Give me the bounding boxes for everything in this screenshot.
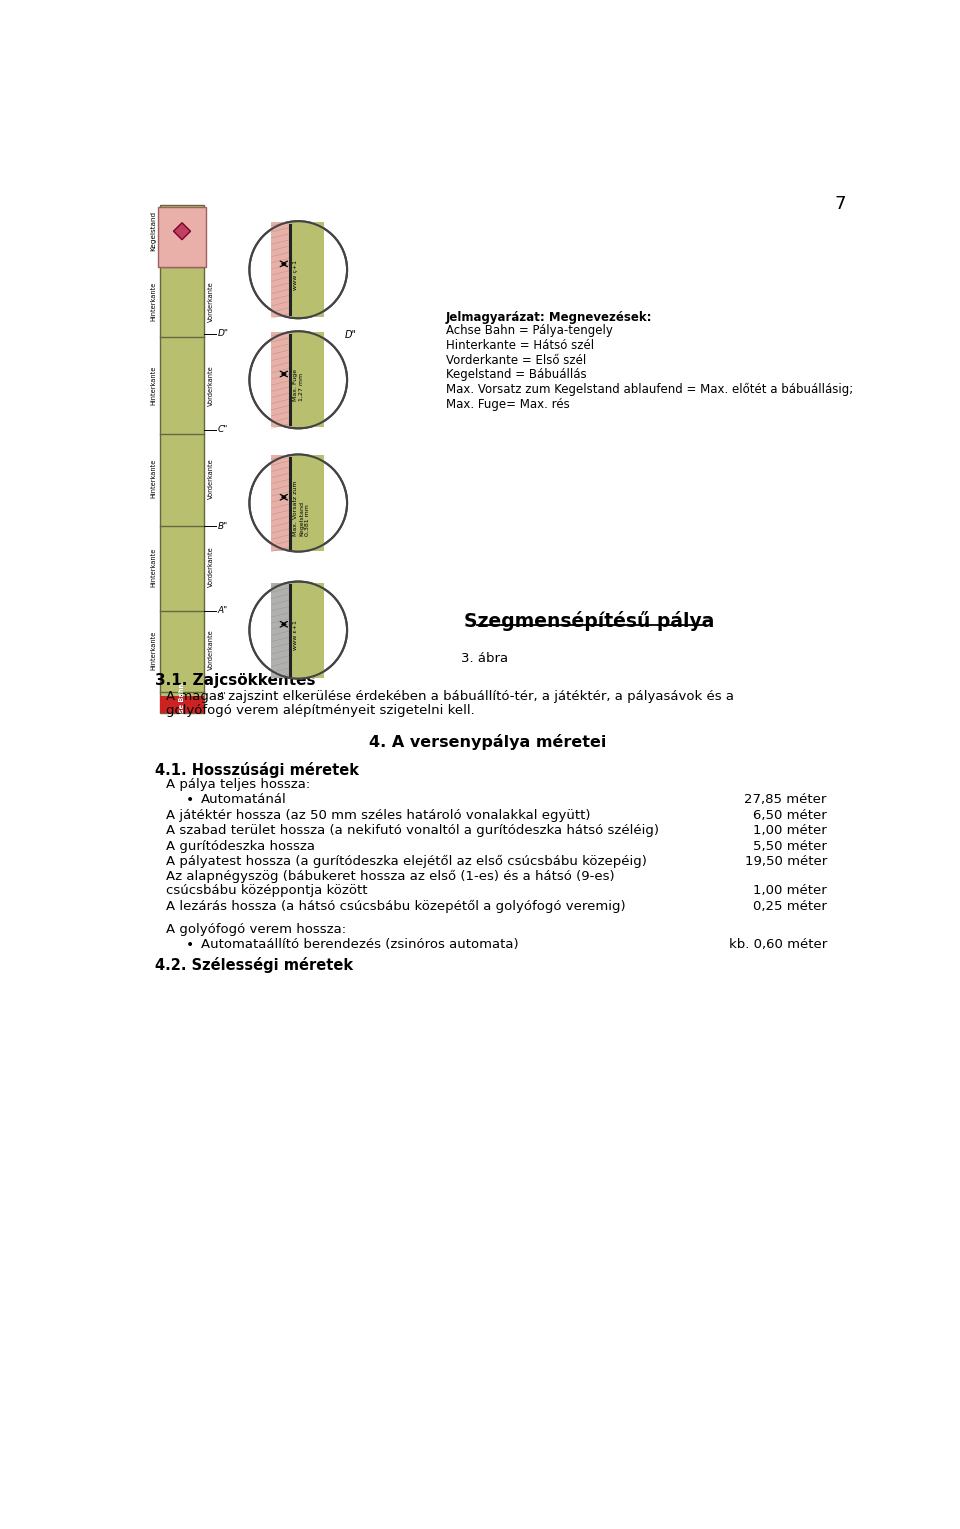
Text: A lezárás hossza (a hátsó csúcsbábu közepétől a golyófogó veremig): A lezárás hossza (a hátsó csúcsbábu köze… <box>166 899 626 913</box>
Text: Automatánál: Automatánál <box>202 792 287 806</box>
Text: Hinterkante: Hinterkante <box>151 547 156 587</box>
Text: 4.2. Szélességi méretek: 4.2. Szélességi méretek <box>155 957 353 974</box>
Bar <box>290 456 324 550</box>
Text: A": A" <box>218 607 228 615</box>
Text: Achse Bahn = Pálya-tengely: Achse Bahn = Pálya-tengely <box>445 324 612 338</box>
Polygon shape <box>174 223 190 240</box>
Bar <box>290 332 324 428</box>
Text: •: • <box>186 939 194 953</box>
Text: Vorderkante: Vorderkante <box>207 630 214 671</box>
Text: 1,00 méter: 1,00 méter <box>753 884 827 898</box>
Text: www ε+1: www ε+1 <box>294 619 299 650</box>
Bar <box>158 206 206 266</box>
Text: A pályatest hossza (a gurítódeszka elejétől az első csúcsbábu közepéig): A pályatest hossza (a gurítódeszka elejé… <box>166 855 647 868</box>
Text: 7: 7 <box>835 196 847 213</box>
Text: A': A' <box>218 691 227 700</box>
Text: D": D" <box>218 329 228 338</box>
Text: 6,50 méter: 6,50 méter <box>753 809 827 821</box>
Text: Hinterkante: Hinterkante <box>151 459 156 498</box>
Text: 4. A versenypálya méretei: 4. A versenypálya méretei <box>370 734 607 751</box>
Text: Automataállító berendezés (zsinóros automata): Automataállító berendezés (zsinóros auto… <box>202 939 519 951</box>
Bar <box>272 456 290 550</box>
Circle shape <box>250 454 348 552</box>
Text: Vorderkante: Vorderkante <box>207 459 214 498</box>
Text: A játéktér hossza (az 50 mm széles határoló vonalakkal együtt): A játéktér hossza (az 50 mm széles határ… <box>166 809 591 821</box>
Text: Hinterkante: Hinterkante <box>151 630 156 670</box>
Text: Hinterkante: Hinterkante <box>151 365 156 405</box>
Text: Max. Vorsatz zum Kegelstand ablaufend = Max. előtét a bábuállásig;: Max. Vorsatz zum Kegelstand ablaufend = … <box>445 382 852 396</box>
Text: C": C" <box>218 425 228 434</box>
Text: D": D" <box>345 330 357 339</box>
Text: 5,50 méter: 5,50 méter <box>753 839 827 853</box>
Text: Hinterkante = Hátsó szél: Hinterkante = Hátsó szél <box>445 339 593 352</box>
Text: •: • <box>186 792 194 807</box>
Text: Hinterkante: Hinterkante <box>151 281 156 321</box>
Text: Max. Fuge= Max. rés: Max. Fuge= Max. rés <box>445 398 569 411</box>
Bar <box>290 222 324 317</box>
Text: A szabad terület hossza (a nekifutó vonaltól a gurítódeszka hátsó széléig): A szabad terület hossza (a nekifutó vona… <box>166 824 660 836</box>
Text: Szegmensépítésű pálya: Szegmensépítésű pálya <box>464 610 714 631</box>
Text: kb. 0,60 méter: kb. 0,60 méter <box>729 939 827 951</box>
Text: Vorderkante = Első szél: Vorderkante = Első szél <box>445 353 586 367</box>
Bar <box>160 696 204 713</box>
Text: 0,25 méter: 0,25 méter <box>753 899 827 913</box>
Text: Achse Bahn: Achse Bahn <box>179 683 185 726</box>
Text: Kegelstand: Kegelstand <box>151 211 156 251</box>
Text: A golyófogó verem hossza:: A golyófogó verem hossza: <box>166 922 347 936</box>
Text: B": B" <box>218 521 228 531</box>
Text: A gurítódeszka hossza: A gurítódeszka hossza <box>166 839 316 853</box>
Circle shape <box>250 332 348 428</box>
Text: 3. ábra: 3. ábra <box>461 651 508 665</box>
Bar <box>290 583 324 677</box>
Text: golyófogó verem alépítményeit szigetelni kell.: golyófogó verem alépítményeit szigetelni… <box>166 703 475 717</box>
Text: 1,00 méter: 1,00 méter <box>753 824 827 836</box>
Circle shape <box>250 581 348 679</box>
Bar <box>272 222 290 317</box>
Text: Vorderkante: Vorderkante <box>207 281 214 321</box>
Text: A magas zajszint elkerülése érdekében a bábuállító-tér, a játéktér, a pályasávok: A magas zajszint elkerülése érdekében a … <box>166 690 734 703</box>
Text: www ç+1: www ç+1 <box>294 260 299 289</box>
Text: 4.1. Hosszúsági méretek: 4.1. Hosszúsági méretek <box>155 761 359 778</box>
Text: Max. Vorsatz zum
Kegelstand
0,381 mm: Max. Vorsatz zum Kegelstand 0,381 mm <box>294 480 310 535</box>
Bar <box>160 205 204 713</box>
Text: Vorderkante: Vorderkante <box>207 546 214 587</box>
Text: 27,85 méter: 27,85 méter <box>744 792 827 806</box>
Text: Az alapnégyszög (bábukeret hossza az első (1-es) és a hátsó (9-es): Az alapnégyszög (bábukeret hossza az els… <box>166 870 615 884</box>
Text: Max. Fuge
1,27 mm: Max. Fuge 1,27 mm <box>294 368 304 401</box>
Text: Kegelstand = Bábuállás: Kegelstand = Bábuállás <box>445 368 587 381</box>
Text: Vorderkante: Vorderkante <box>207 365 214 405</box>
Text: 19,50 méter: 19,50 méter <box>745 855 827 868</box>
Text: A pálya teljes hossza:: A pálya teljes hossza: <box>166 778 311 790</box>
Bar <box>272 583 290 677</box>
Bar <box>272 332 290 428</box>
Text: csúcsbábu középpontja között: csúcsbábu középpontja között <box>166 884 368 898</box>
Circle shape <box>250 222 348 318</box>
Text: Jelmagyarázat: Megnevezések:: Jelmagyarázat: Megnevezések: <box>445 310 652 324</box>
Text: 3.1. Zajcsökkentés: 3.1. Zajcsökkentés <box>155 673 316 688</box>
